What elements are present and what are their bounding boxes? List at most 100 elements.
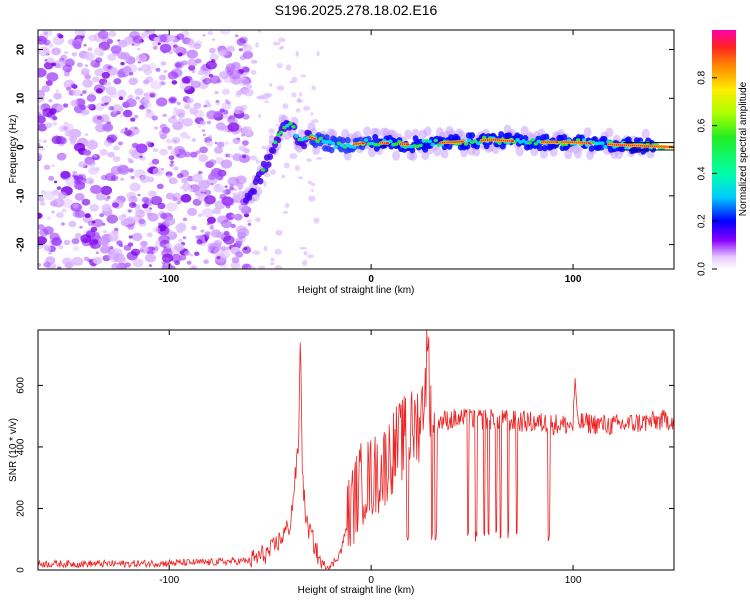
noise-blob <box>43 61 54 70</box>
noise-blob <box>173 44 178 49</box>
noise-blob <box>239 78 250 87</box>
noise-blob <box>177 173 184 179</box>
snr-y-label: SNR (10 * v/v) <box>8 418 19 482</box>
ridge-inner <box>342 145 348 149</box>
noise-blob <box>153 126 159 130</box>
noise-blob <box>150 142 155 146</box>
noise-blob <box>152 45 158 50</box>
ridge-inner <box>318 136 323 141</box>
noise-blob <box>198 81 209 90</box>
noise-blob <box>158 222 162 226</box>
noise-blob <box>48 99 53 103</box>
noise-blob <box>216 256 221 260</box>
noise-blob <box>175 62 182 68</box>
noise-blob <box>41 85 50 93</box>
noise-blob <box>206 110 218 120</box>
noise-blob <box>258 30 262 33</box>
noise-blob <box>118 96 124 101</box>
noise-blob <box>176 153 181 157</box>
noise-blob <box>128 235 133 239</box>
noise-blob <box>93 154 98 158</box>
noise-blob <box>97 30 109 40</box>
noise-blob <box>141 196 150 203</box>
noise-blob <box>104 81 112 87</box>
noise-blob <box>191 173 203 183</box>
noise-blob <box>233 213 243 221</box>
noise-blob <box>161 126 171 134</box>
colorbar-ticks: 0.0 0.2 0.4 0.6 0.8 <box>697 70 717 276</box>
noise-blob <box>125 216 136 224</box>
noise-blob <box>137 193 141 197</box>
noise-blob <box>144 253 157 263</box>
noise-blob <box>200 76 209 83</box>
noise-blob <box>155 239 165 248</box>
noise-blob <box>38 111 42 117</box>
noise-blob <box>202 77 212 85</box>
noise-blob <box>48 108 57 115</box>
noise-blob <box>38 196 45 202</box>
noise-blob <box>43 31 48 35</box>
noise-blob <box>72 203 79 209</box>
noise-blob <box>81 71 85 75</box>
noise-blob <box>152 40 161 47</box>
noise-blob <box>242 44 253 53</box>
noise-blob <box>169 97 177 103</box>
noise-blob <box>238 48 243 52</box>
noise-blob <box>139 174 150 184</box>
noise-blob <box>148 162 154 167</box>
noise-blob <box>210 224 214 227</box>
noise-blob <box>111 104 124 114</box>
ridge-inner <box>363 138 369 142</box>
noise-blob <box>46 72 59 82</box>
noise-blob <box>124 127 128 130</box>
noise-blob <box>128 148 138 156</box>
ridge-core <box>260 160 267 168</box>
noise-blob <box>56 212 64 219</box>
noise-blob <box>235 34 239 38</box>
noise-blob <box>99 213 105 218</box>
noise-blob <box>198 154 209 163</box>
noise-blob <box>291 92 297 98</box>
noise-blob <box>105 86 117 96</box>
ridge-peak <box>405 143 410 146</box>
y-tick-label: 20 <box>16 44 27 56</box>
noise-blob <box>215 102 220 106</box>
noise-blob <box>282 211 289 214</box>
noise-blob <box>101 203 112 212</box>
snr-frame <box>37 329 675 571</box>
noise-blob <box>66 86 72 91</box>
noise-blob <box>103 86 107 90</box>
noise-blob <box>87 47 93 52</box>
ridge-peak <box>312 137 317 140</box>
noise-blob <box>128 168 134 173</box>
noise-blob <box>171 115 176 119</box>
noise-blob <box>50 200 58 207</box>
noise-blob <box>133 114 139 119</box>
noise-blob <box>101 95 112 104</box>
noise-blob <box>207 30 213 36</box>
noise-blob <box>94 68 104 77</box>
noise-blob <box>54 59 65 69</box>
noise-blob <box>255 42 259 48</box>
ridge-inner <box>315 139 320 144</box>
noise-blob <box>204 99 210 105</box>
noise-blob <box>38 46 50 57</box>
noise-blob <box>186 260 192 265</box>
noise-blob <box>146 212 153 217</box>
noise-blob <box>127 242 134 247</box>
colorbar-tick-label: 0.2 <box>697 214 708 228</box>
noise-blob <box>278 37 286 43</box>
noise-blob <box>187 58 198 67</box>
noise-blob <box>96 115 102 120</box>
noise-blob <box>172 121 184 131</box>
noise-blob <box>294 165 301 171</box>
noise-blob <box>51 164 55 168</box>
noise-blob <box>53 92 62 100</box>
noise-blob <box>62 257 73 266</box>
noise-blob <box>131 43 135 46</box>
noise-blob <box>219 250 231 259</box>
noise-blob <box>234 106 245 115</box>
noise-blob <box>234 80 239 84</box>
noise-blob <box>110 45 122 54</box>
ridge-inner <box>294 134 299 138</box>
